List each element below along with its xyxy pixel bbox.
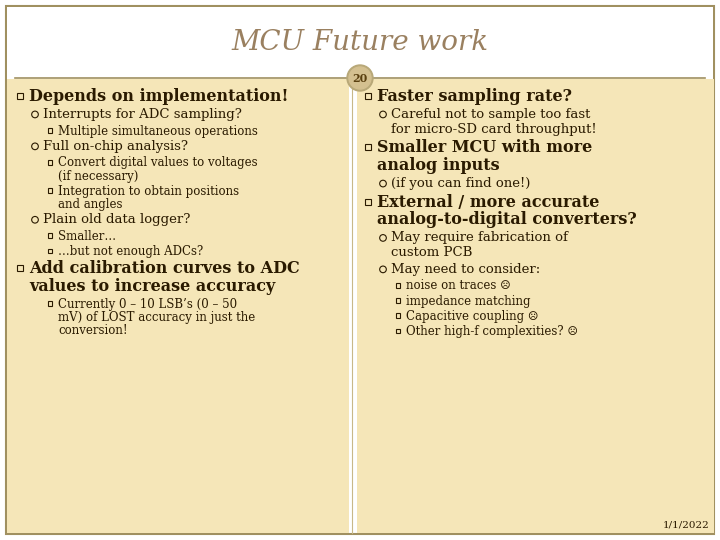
Text: custom PCB: custom PCB (391, 246, 472, 259)
Text: Smaller…: Smaller… (58, 230, 116, 243)
Text: May require fabrication of: May require fabrication of (391, 231, 568, 244)
FancyBboxPatch shape (7, 79, 349, 533)
Text: noise on traces ☹: noise on traces ☹ (406, 280, 510, 293)
Text: May need to consider:: May need to consider: (391, 263, 540, 276)
FancyBboxPatch shape (357, 79, 714, 533)
Text: for micro-SD card throughput!: for micro-SD card throughput! (391, 123, 597, 136)
Text: MCU Future work: MCU Future work (231, 30, 489, 57)
Text: analog inputs: analog inputs (377, 157, 500, 174)
Text: Careful not to sample too fast: Careful not to sample too fast (391, 108, 590, 121)
Text: Faster sampling rate?: Faster sampling rate? (377, 88, 572, 105)
Text: Add calibration curves to ADC: Add calibration curves to ADC (29, 260, 300, 277)
Text: Interrupts for ADC sampling?: Interrupts for ADC sampling? (43, 108, 242, 121)
FancyBboxPatch shape (6, 6, 714, 534)
FancyBboxPatch shape (7, 7, 713, 80)
Text: conversion!: conversion! (58, 324, 127, 337)
Text: External / more accurate: External / more accurate (377, 194, 599, 211)
Text: Integration to obtain positions: Integration to obtain positions (58, 185, 239, 198)
Text: 1/1/2022: 1/1/2022 (663, 521, 710, 530)
Text: Currently 0 – 10 LSB’s (0 – 50: Currently 0 – 10 LSB’s (0 – 50 (58, 298, 237, 311)
Text: …but not enough ADCs?: …but not enough ADCs? (58, 245, 203, 258)
Text: Convert digital values to voltages: Convert digital values to voltages (58, 157, 258, 170)
Circle shape (347, 65, 373, 91)
Text: Depends on implementation!: Depends on implementation! (29, 88, 289, 105)
Text: (if necessary): (if necessary) (58, 170, 138, 183)
Text: and angles: and angles (58, 198, 122, 211)
Text: impedance matching: impedance matching (406, 295, 531, 308)
Text: Full on-chip analysis?: Full on-chip analysis? (43, 140, 188, 153)
Text: values to increase accuracy: values to increase accuracy (29, 278, 275, 295)
Text: Other high-f complexities? ☹: Other high-f complexities? ☹ (406, 325, 578, 338)
Text: Plain old data logger?: Plain old data logger? (43, 213, 190, 226)
Text: (if you can find one!): (if you can find one!) (391, 177, 531, 190)
Text: Multiple simultaneous operations: Multiple simultaneous operations (58, 125, 258, 138)
Text: Smaller MCU with more: Smaller MCU with more (377, 139, 593, 156)
Text: mV) of LOST accuracy in just the: mV) of LOST accuracy in just the (58, 311, 256, 324)
Circle shape (349, 67, 371, 89)
Text: Capacitive coupling ☹: Capacitive coupling ☹ (406, 310, 539, 323)
Text: analog-to-digital converters?: analog-to-digital converters? (377, 212, 636, 228)
Text: 20: 20 (352, 72, 368, 84)
